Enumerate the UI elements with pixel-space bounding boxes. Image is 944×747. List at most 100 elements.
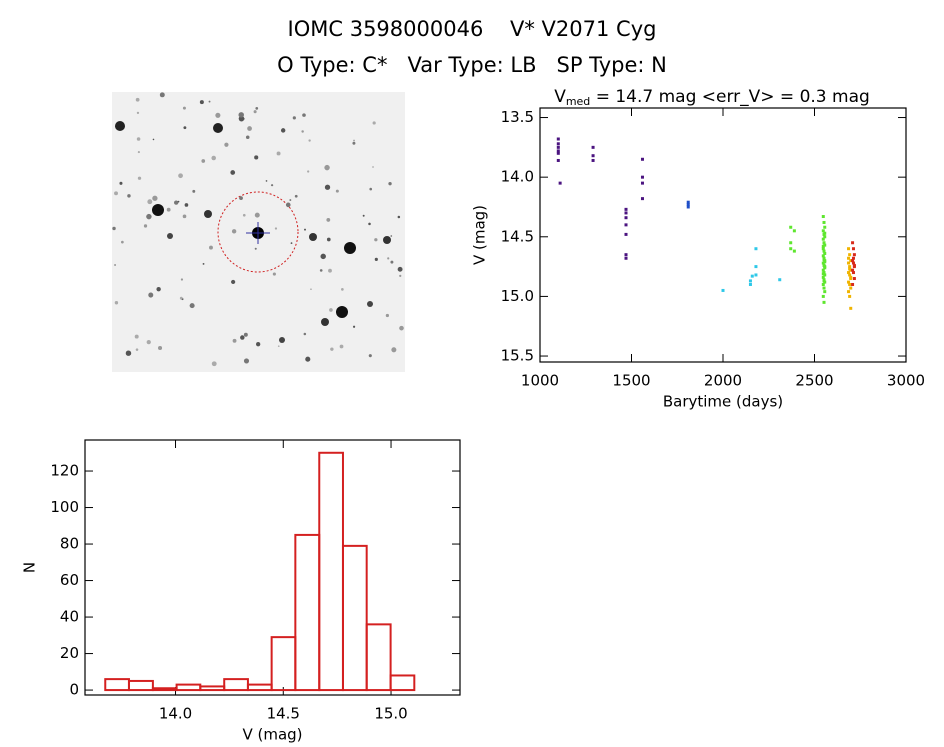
faint-star [245, 135, 250, 139]
faint-star [390, 260, 394, 264]
faint-star [391, 347, 397, 353]
faint-star [152, 195, 158, 201]
faint-star [136, 137, 141, 141]
faint-star [307, 170, 310, 173]
faint-star [292, 116, 296, 120]
faint-star [238, 112, 244, 118]
star [344, 242, 356, 254]
faint-star [135, 97, 140, 102]
plot-title-part: = 14.7 mag <err_V> = 0.3 mag [590, 87, 870, 107]
histogram-bar [175, 683, 202, 692]
faint-star [374, 238, 378, 242]
histogram-bar [246, 683, 273, 692]
x-tick-label: 1500 [612, 372, 650, 390]
y-tick-label: 14.0 [501, 168, 534, 186]
data-point [848, 265, 852, 269]
data-point [822, 286, 826, 290]
faint-star [146, 213, 152, 220]
star [336, 306, 348, 318]
histogram-bar [223, 678, 249, 692]
faint-star [182, 214, 187, 219]
histogram-bar [341, 544, 368, 692]
faint-star [341, 287, 344, 291]
star [321, 318, 329, 326]
histogram-bar [199, 685, 226, 692]
data-point [849, 306, 853, 310]
faint-star [224, 142, 229, 147]
faint-star [368, 354, 372, 358]
star [167, 233, 173, 239]
faint-star [254, 155, 259, 160]
data-point [821, 247, 825, 251]
faint-star [280, 128, 286, 133]
faint-star [177, 200, 180, 203]
faint-star [112, 226, 116, 231]
data-point [851, 247, 855, 251]
data-point [640, 181, 644, 185]
histogram-bar [270, 636, 297, 692]
data-point [591, 145, 595, 149]
data-point [778, 278, 782, 282]
data-point [821, 229, 825, 233]
subtitle: O Type: C* Var Type: LB SP Type: N [277, 53, 667, 77]
data-point [754, 265, 758, 269]
faint-star [148, 292, 154, 298]
data-point [624, 216, 628, 220]
data-point [851, 282, 855, 286]
data-point [792, 249, 796, 253]
faint-star [290, 242, 293, 245]
faint-star [326, 218, 331, 222]
target-circle [217, 191, 299, 273]
data-point [823, 225, 827, 229]
faint-star [114, 191, 118, 196]
faint-star [215, 112, 221, 118]
star-field [112, 92, 405, 372]
faint-star [303, 332, 307, 336]
data-point [823, 290, 827, 294]
data-point [852, 263, 856, 267]
data-point [821, 275, 825, 279]
star [367, 301, 373, 307]
faint-star [368, 222, 371, 226]
faint-star [390, 235, 393, 237]
data-point [821, 272, 825, 276]
x-tick-label: 15.0 [374, 705, 407, 723]
data-point [821, 237, 825, 241]
data-point [847, 261, 851, 265]
plot-frame [84, 439, 461, 696]
faint-star [352, 325, 356, 328]
data-point [640, 175, 644, 179]
faint-star [256, 342, 261, 347]
data-point [849, 259, 853, 263]
x-tick-label: 14.0 [159, 705, 192, 723]
data-point [748, 282, 752, 286]
histogram-bar [389, 674, 416, 692]
data-point [821, 282, 825, 286]
faint-star [372, 121, 376, 125]
faint-star [230, 170, 236, 175]
x-tick-label: 14.5 [267, 705, 300, 723]
faint-star [134, 334, 139, 339]
y-tick-label: 60 [60, 571, 79, 589]
faint-star [189, 303, 195, 309]
faint-star [114, 264, 117, 267]
faint-star [243, 358, 250, 364]
data-point [556, 145, 560, 149]
faint-star [166, 207, 171, 212]
faint-star [199, 100, 204, 105]
data-point [591, 154, 595, 158]
faint-star [265, 180, 268, 182]
data-point [847, 280, 851, 284]
data-point [556, 142, 560, 146]
data-point [821, 294, 825, 298]
plot-title-part: med [566, 95, 590, 108]
faint-star [320, 253, 326, 260]
faint-star [387, 257, 390, 260]
data-point [754, 273, 758, 277]
y-tick-label: 13.5 [501, 108, 534, 126]
data-point [848, 282, 852, 286]
faint-star [397, 266, 403, 272]
faint-star [152, 138, 155, 141]
data-point [748, 279, 752, 283]
